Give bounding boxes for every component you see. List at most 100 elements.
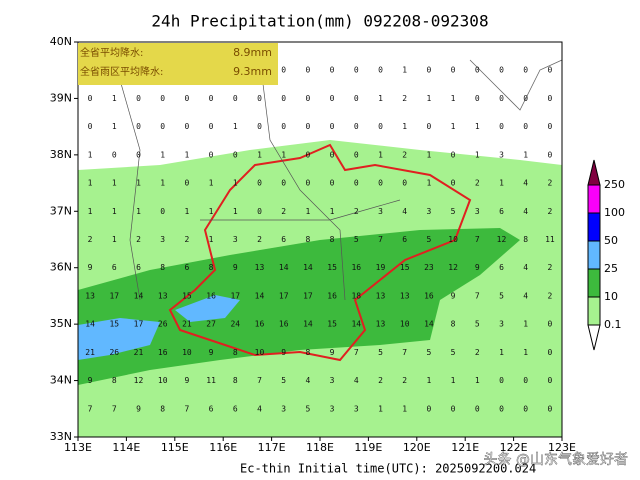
- grid-value: 1: [136, 179, 141, 188]
- grid-value: 2: [547, 179, 552, 188]
- grid-value: 8: [160, 263, 165, 272]
- grid-value: 26: [158, 320, 168, 329]
- grid-value: 2: [257, 235, 262, 244]
- grid-value: 19: [376, 263, 386, 272]
- grid-value: 6: [184, 263, 189, 272]
- x-tick-label: 121E: [451, 441, 479, 454]
- grid-value: 21: [182, 320, 192, 329]
- grid-value: 9: [88, 263, 93, 272]
- grid-value: 1: [378, 94, 383, 103]
- grid-value: 2: [547, 207, 552, 216]
- grid-value: 23: [424, 263, 434, 272]
- grid-value: 0: [451, 150, 456, 159]
- grid-value: 11: [206, 376, 216, 385]
- grid-value: 0: [547, 404, 552, 413]
- grid-value: 1: [402, 404, 407, 413]
- grid-value: 0: [378, 179, 383, 188]
- grid-value: 1: [233, 122, 238, 131]
- grid-value: 5: [426, 235, 431, 244]
- grid-value: 16: [206, 291, 216, 300]
- grid-value: 24: [230, 320, 240, 329]
- grid-value: 3: [426, 207, 431, 216]
- grid-value: 1: [112, 207, 117, 216]
- grid-value: 0: [136, 122, 141, 131]
- grid-value: 0: [88, 122, 93, 131]
- grid-value: 2: [402, 376, 407, 385]
- y-tick-label: 40N: [50, 35, 72, 48]
- grid-value: 5: [378, 348, 383, 357]
- grid-value: 3: [330, 404, 335, 413]
- grid-value: 1: [112, 122, 117, 131]
- grid-value: 9: [281, 348, 286, 357]
- colorbar-label: 50: [604, 234, 618, 247]
- grid-value: 0: [330, 150, 335, 159]
- grid-value: 14: [303, 320, 313, 329]
- grid-value: 9: [136, 404, 141, 413]
- grid-value: 13: [158, 291, 168, 300]
- grid-value: 6: [233, 404, 238, 413]
- grid-value: 1: [451, 122, 456, 131]
- grid-value: 0: [136, 94, 141, 103]
- grid-value: 12: [448, 263, 458, 272]
- grid-value: 0: [426, 122, 431, 131]
- grid-value: 0: [402, 179, 407, 188]
- grid-value: 8: [112, 376, 117, 385]
- grid-value: 5: [305, 404, 310, 413]
- grid-value: 2: [475, 179, 480, 188]
- grid-value: 0: [451, 179, 456, 188]
- grid-value: 4: [523, 263, 528, 272]
- grid-value: 2: [378, 376, 383, 385]
- grid-value: 2: [475, 348, 480, 357]
- grid-value: 14: [85, 320, 95, 329]
- grid-value: 8: [209, 263, 214, 272]
- grid-value: 10: [255, 348, 265, 357]
- grid-value: 8: [330, 235, 335, 244]
- grid-value: 14: [424, 320, 434, 329]
- grid-value: 1: [426, 179, 431, 188]
- grid-value: 1: [184, 150, 189, 159]
- grid-value: 5: [475, 320, 480, 329]
- grid-value: 3: [233, 235, 238, 244]
- grid-value: 0: [451, 66, 456, 75]
- grid-value: 6: [136, 263, 141, 272]
- grid-value: 1: [184, 207, 189, 216]
- grid-value: 0: [209, 122, 214, 131]
- grid-value: 0: [475, 404, 480, 413]
- grid-value: 0: [378, 66, 383, 75]
- grid-value: 0: [499, 404, 504, 413]
- grid-value: 9: [88, 376, 93, 385]
- grid-value: 7: [112, 404, 117, 413]
- grid-value: 0: [523, 122, 528, 131]
- grid-value: 0: [547, 320, 552, 329]
- grid-value: 0: [499, 94, 504, 103]
- grid-value: 8: [233, 348, 238, 357]
- grid-value: 0: [257, 207, 262, 216]
- chart-title: 24h Precipitation(mm) 092208-092308: [151, 12, 488, 31]
- grid-value: 1: [475, 122, 480, 131]
- grid-value: 0: [305, 66, 310, 75]
- colorbar-box: [587, 240, 601, 270]
- x-tick-label: 120E: [403, 441, 431, 454]
- grid-value: 16: [255, 320, 265, 329]
- grid-value: 1: [112, 179, 117, 188]
- grid-value: 0: [547, 348, 552, 357]
- grid-value: 3: [160, 235, 165, 244]
- grid-value: 9: [233, 263, 238, 272]
- grid-value: 0: [160, 94, 165, 103]
- grid-value: 1: [233, 179, 238, 188]
- colorbar-box: [587, 184, 601, 214]
- grid-value: 15: [327, 320, 337, 329]
- grid-value: 0: [330, 122, 335, 131]
- grid-value: 0: [547, 94, 552, 103]
- grid-value: 1: [426, 94, 431, 103]
- grid-value: 1: [112, 235, 117, 244]
- grid-value: 9: [184, 376, 189, 385]
- y-tick-label: 33N: [50, 430, 72, 443]
- grid-value: 5: [281, 376, 286, 385]
- grid-value: 0: [330, 66, 335, 75]
- grid-value: 8: [160, 404, 165, 413]
- grid-value: 8: [523, 235, 528, 244]
- y-tick-label: 35N: [50, 317, 72, 330]
- grid-value: 15: [400, 263, 410, 272]
- grid-value: 18: [351, 291, 361, 300]
